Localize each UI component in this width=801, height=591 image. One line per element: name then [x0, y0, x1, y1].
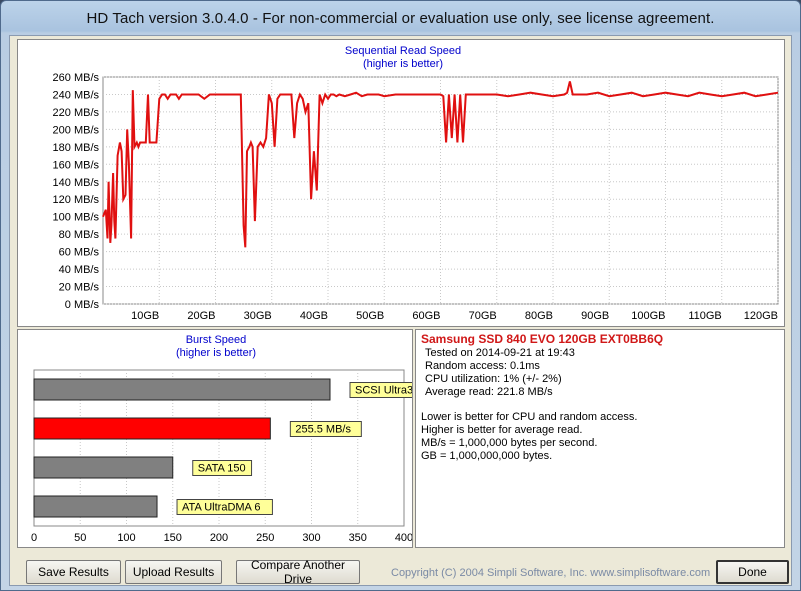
burst-bar-label-box — [192, 460, 253, 476]
cpu-utilization: CPU utilization: 1% (+/- 2%) — [425, 373, 562, 385]
burst-speed-panel: Burst Speed (higher is better) SCSI Ultr… — [17, 329, 440, 548]
done-button[interactable]: Done — [716, 560, 789, 584]
read-y-tick-label: 180 MB/s — [53, 142, 100, 154]
read-x-tick-label: 20GB — [187, 310, 215, 322]
note-mbs: MB/s = 1,000,000 bytes per second. — [421, 437, 598, 449]
read-speed-line — [102, 81, 779, 248]
random-access: Random access: 0.1ms — [425, 360, 540, 372]
read-x-tick-label: 70GB — [469, 310, 497, 322]
read-y-tick-label: 80 MB/s — [59, 229, 100, 241]
burst-bar-label: SCSI Ultra320 — [355, 385, 412, 397]
burst-x-tick-label: 150 — [164, 532, 182, 544]
compare-another-drive-button[interactable]: Compare Another Drive — [236, 558, 360, 586]
burst-bar-label: 255.5 MB/s — [295, 424, 351, 436]
read-x-tick-label: 60GB — [412, 310, 440, 322]
read-y-tick-label: 0 MB/s — [65, 299, 100, 311]
burst-x-tick-label: 0 — [31, 532, 37, 544]
note-gb: GB = 1,000,000,000 bytes. — [421, 450, 553, 462]
burst-bar — [33, 417, 271, 440]
window-title: HD Tach version 3.0.4.0 - For non-commer… — [86, 9, 715, 27]
read-y-tick-label: 40 MB/s — [59, 264, 100, 276]
read-y-tick-label: 60 MB/s — [59, 247, 100, 259]
sequential-read-chart: Sequential Read Speed (higher is better)… — [53, 45, 779, 322]
burst-x-tick-label: 350 — [349, 532, 367, 544]
burst-x-tick-label: 200 — [210, 532, 228, 544]
burst-x-tick-label: 300 — [302, 532, 320, 544]
burst-chart-title: Burst Speed — [186, 334, 247, 346]
burst-x-tick-label: 400 — [395, 532, 412, 544]
burst-x-tick-label: 50 — [74, 532, 86, 544]
burst-x-tick-label: 100 — [117, 532, 135, 544]
read-x-tick-label: 100GB — [631, 310, 665, 322]
burst-bar-label-box — [176, 499, 273, 515]
read-y-tick-label: 100 MB/s — [53, 212, 100, 224]
drive-name: Samsung SSD 840 EVO 120GB EXT0BB6Q — [421, 332, 664, 346]
read-chart-subtitle: (higher is better) — [363, 58, 443, 70]
read-x-tick-label: 90GB — [581, 310, 609, 322]
upload-results-button[interactable]: Upload Results — [125, 560, 222, 584]
sequential-read-panel: Sequential Read Speed (higher is better)… — [17, 39, 785, 327]
read-y-tick-label: 220 MB/s — [53, 107, 100, 119]
client-area: Sequential Read Speed (higher is better)… — [9, 35, 792, 586]
burst-bar-label-box — [289, 421, 362, 437]
copyright-text: Copyright (C) 2004 Simpli Software, Inc.… — [391, 567, 711, 579]
read-x-tick-label: 10GB — [131, 310, 159, 322]
read-y-tick-label: 200 MB/s — [53, 124, 100, 136]
read-y-tick-label: 260 MB/s — [53, 72, 100, 84]
read-y-tick-label: 20 MB/s — [59, 282, 100, 294]
note-average-read: Higher is better for average read. — [421, 424, 583, 436]
read-y-tick-label: 240 MB/s — [53, 89, 100, 101]
read-chart-title: Sequential Read Speed — [345, 45, 461, 57]
read-x-tick-label: 30GB — [244, 310, 272, 322]
burst-bar-label: SATA 150 — [198, 463, 246, 475]
read-x-tick-label: 120GB — [744, 310, 778, 322]
read-x-tick-label: 40GB — [300, 310, 328, 322]
drive-info-panel: Samsung SSD 840 EVO 120GB EXT0BB6Q Teste… — [415, 329, 785, 548]
burst-x-tick-label: 250 — [256, 532, 274, 544]
read-x-tick-label: 80GB — [525, 310, 553, 322]
save-results-button[interactable]: Save Results — [26, 560, 121, 584]
burst-chart-subtitle: (higher is better) — [176, 347, 256, 359]
read-y-tick-label: 140 MB/s — [53, 177, 100, 189]
average-read: Average read: 221.8 MB/s — [425, 386, 553, 398]
read-y-tick-label: 120 MB/s — [53, 194, 100, 206]
note-cpu-random: Lower is better for CPU and random acces… — [421, 411, 638, 423]
burst-speed-chart: Burst Speed (higher is better) SCSI Ultr… — [31, 334, 440, 544]
read-x-tick-label: 110GB — [688, 310, 721, 322]
read-x-tick-label: 50GB — [356, 310, 384, 322]
tested-on: Tested on 2014-09-21 at 19:43 — [425, 347, 575, 359]
burst-bar — [33, 378, 331, 401]
burst-bar — [33, 456, 174, 479]
title-bar[interactable]: HD Tach version 3.0.4.0 - For non-commer… — [1, 1, 800, 35]
burst-bar — [33, 495, 158, 518]
read-y-tick-label: 160 MB/s — [53, 159, 100, 171]
burst-bar-label: ATA UltraDMA 6 — [182, 502, 260, 514]
